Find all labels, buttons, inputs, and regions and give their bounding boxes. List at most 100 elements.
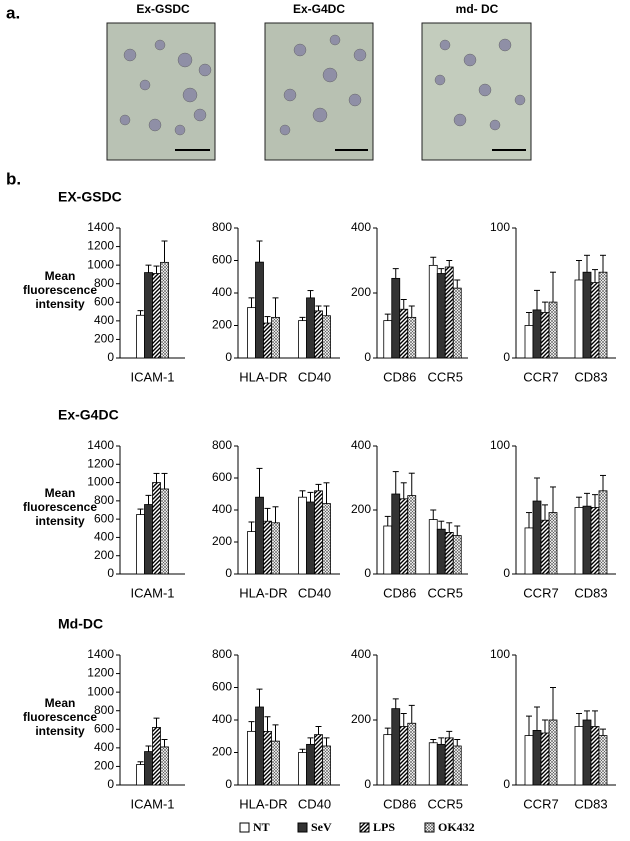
- y-tick-label: 800: [94, 493, 114, 507]
- bar: [383, 320, 393, 359]
- bar: [436, 743, 446, 786]
- x-tick-label: CD86: [383, 796, 416, 811]
- x-tick-label: HLA-DR: [239, 796, 287, 811]
- y-tick-label: 200: [351, 502, 371, 516]
- bar: [428, 742, 438, 786]
- bar: [160, 261, 169, 359]
- y-tick-label: 0: [107, 566, 114, 580]
- bar: [582, 505, 592, 575]
- bar: [399, 308, 409, 359]
- y-tick-label: 600: [94, 721, 114, 735]
- bar: [271, 316, 280, 359]
- bar: [548, 301, 558, 359]
- bar: [407, 316, 417, 359]
- bar: [136, 764, 145, 786]
- bar: [306, 297, 315, 359]
- legend-label: OK432: [438, 820, 475, 834]
- bar: [590, 282, 600, 359]
- bar: [407, 495, 417, 575]
- y-tick-label: 0: [107, 350, 114, 364]
- bar: [298, 752, 307, 786]
- bar: [322, 503, 331, 575]
- y-tick-label: 400: [94, 530, 114, 544]
- y-tick-label: 100: [490, 438, 510, 452]
- y-tick-label: 0: [364, 777, 371, 791]
- y-tick-label: 0: [503, 350, 510, 364]
- y-tick-label: 0: [225, 566, 232, 580]
- bar: [298, 496, 307, 575]
- x-tick-label: CCR7: [523, 796, 558, 811]
- panel-label: a.: [6, 3, 20, 22]
- row-title: Ex-G4DC: [58, 407, 119, 423]
- bar: [524, 527, 534, 575]
- y-tick-label: 200: [94, 548, 114, 562]
- y-tick-label: 200: [351, 285, 371, 299]
- y-tick-label: 1000: [87, 475, 114, 489]
- bar: [314, 310, 323, 359]
- y-tick-label: 400: [212, 712, 232, 726]
- y-tick-label: 200: [212, 318, 232, 332]
- row-title: EX-GSDC: [58, 189, 122, 205]
- y-tick-label: 800: [94, 703, 114, 717]
- y-tick-label: 600: [94, 511, 114, 525]
- x-tick-label: CCR5: [428, 585, 463, 600]
- y-tick-label: 1400: [87, 220, 114, 234]
- bar: [590, 507, 600, 575]
- y-tick-label: 100: [490, 647, 510, 661]
- y-tick-label: 1000: [87, 684, 114, 698]
- bar: [548, 719, 558, 786]
- y-tick-label: 0: [225, 350, 232, 364]
- bar: [428, 519, 438, 575]
- bar: [598, 271, 608, 359]
- y-tick-label: 800: [94, 276, 114, 290]
- x-tick-label: CD40: [298, 585, 331, 600]
- y-tick-label: 800: [212, 647, 232, 661]
- bar: [152, 482, 161, 575]
- bar: [314, 734, 323, 786]
- bar: [247, 730, 256, 786]
- bar: [582, 271, 592, 359]
- y-tick-label: 600: [212, 470, 232, 484]
- bar: [399, 726, 409, 786]
- bar: [247, 307, 256, 359]
- x-tick-label: ICAM-1: [130, 369, 174, 384]
- bar: [263, 520, 272, 575]
- y-tick-label: 0: [364, 350, 371, 364]
- y-tick-label: 400: [212, 502, 232, 516]
- y-tick-label: 600: [212, 253, 232, 267]
- y-tick-label: 1200: [87, 666, 114, 680]
- legend-swatch: [359, 822, 370, 833]
- bar: [391, 493, 401, 575]
- x-tick-label: CD40: [298, 369, 331, 384]
- bar: [263, 322, 272, 359]
- y-tick-label: 0: [364, 566, 371, 580]
- y-tick-label: 1000: [87, 257, 114, 271]
- y-axis-label: Mean fluorescence intensity: [22, 269, 98, 311]
- micrographs: [106, 22, 532, 161]
- bar: [391, 277, 401, 359]
- bar: [255, 706, 264, 786]
- y-tick-label: 1400: [87, 438, 114, 452]
- bar: [540, 312, 550, 359]
- bar: [532, 500, 542, 575]
- bar: [598, 735, 608, 786]
- bar: [548, 512, 558, 575]
- row-title: Md-DC: [58, 616, 103, 632]
- bar: [383, 734, 393, 786]
- bar: [444, 532, 454, 575]
- x-tick-label: CD83: [574, 796, 607, 811]
- bar: [391, 708, 401, 786]
- y-tick-label: 400: [351, 438, 371, 452]
- x-tick-label: CD86: [383, 585, 416, 600]
- bar: [399, 498, 409, 575]
- y-tick-label: 400: [94, 740, 114, 754]
- y-tick-label: 0: [503, 566, 510, 580]
- bar: [136, 314, 145, 359]
- bar: [540, 519, 550, 575]
- bar: [436, 528, 446, 575]
- x-tick-label: CD40: [298, 796, 331, 811]
- y-tick-label: 0: [225, 777, 232, 791]
- image-title: Ex-G4DC: [293, 2, 345, 16]
